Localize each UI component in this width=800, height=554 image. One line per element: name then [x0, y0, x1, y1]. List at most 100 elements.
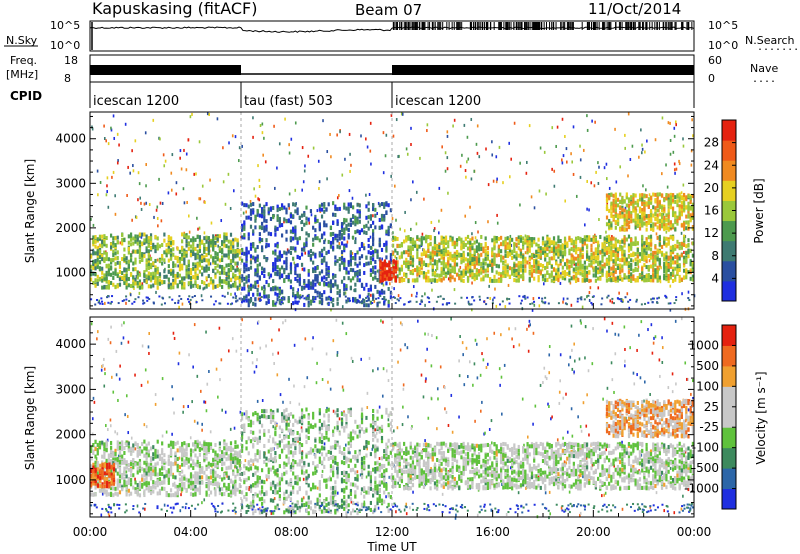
heatmap-cell — [574, 262, 578, 267]
heatmap-cell — [690, 163, 693, 167]
heatmap-cell — [493, 245, 496, 250]
heatmap-cell — [621, 200, 624, 205]
heatmap-cell — [347, 206, 350, 211]
heatmap-cell — [154, 234, 157, 239]
heatmap-cell — [334, 206, 337, 211]
heatmap-cell — [285, 207, 288, 212]
heatmap-cell — [309, 249, 313, 254]
heatmap-cell — [619, 247, 622, 252]
heatmap-cell — [453, 241, 456, 246]
heatmap-cell — [447, 270, 450, 275]
station-title: Kapuskasing (fitACF) — [92, 0, 257, 18]
heatmap-cell — [272, 262, 275, 267]
heatmap-cell — [323, 223, 326, 228]
heatmap-cell — [685, 244, 688, 249]
heatmap-cell — [630, 258, 633, 263]
heatmap-cell — [599, 250, 602, 255]
heatmap-cell — [312, 225, 315, 230]
heatmap-cell — [109, 260, 113, 265]
heatmap-cell — [260, 271, 264, 276]
heatmap-cell — [138, 279, 142, 284]
heatmap-cell — [214, 266, 217, 271]
heatmap-cell — [153, 215, 155, 219]
heatmap-cell — [627, 234, 631, 239]
heatmap-cell — [276, 272, 279, 277]
heatmap-cell — [473, 257, 476, 262]
heatmap-cell — [444, 252, 448, 257]
heatmap-cell — [288, 192, 291, 196]
heatmap-cell — [394, 278, 398, 283]
heatmap-cell — [345, 218, 348, 223]
heatmap-cell — [425, 278, 428, 283]
heatmap-cell — [172, 240, 175, 245]
heatmap-cell — [247, 278, 250, 283]
heatmap-cell — [488, 259, 492, 264]
heatmap-cell — [623, 236, 626, 241]
heatmap-cell — [227, 239, 230, 244]
heatmap-cell — [608, 265, 611, 270]
heatmap-cell — [614, 247, 617, 252]
heatmap-cell — [572, 244, 575, 249]
heatmap-cell — [314, 277, 317, 282]
heatmap-cell — [129, 232, 133, 237]
heatmap-cell — [340, 250, 344, 255]
heatmap-cell — [298, 277, 301, 282]
heatmap-cell — [623, 217, 626, 222]
heatmap-cell — [441, 145, 443, 149]
heatmap-cell — [203, 281, 206, 286]
heatmap-cell — [506, 272, 509, 277]
heatmap-cell — [411, 271, 415, 276]
heatmap-cell — [674, 120, 677, 124]
heatmap-cell — [152, 271, 155, 276]
heatmap-cell — [172, 247, 175, 252]
heatmap-cell — [221, 248, 224, 253]
heatmap-cell — [641, 147, 644, 151]
heatmap-cell — [352, 298, 355, 303]
heatmap-cell — [605, 162, 608, 166]
heatmap-cell — [360, 283, 364, 288]
heatmap-cell — [288, 143, 290, 147]
heatmap-cell — [616, 263, 620, 268]
heatmap-cell — [658, 261, 661, 266]
heatmap-cell — [305, 296, 308, 301]
heatmap-cell — [189, 249, 193, 254]
heatmap-cell — [531, 308, 534, 312]
heatmap-cell — [156, 236, 159, 241]
heatmap-cell — [356, 216, 359, 221]
heatmap-cell — [627, 264, 631, 269]
heatmap-cell — [641, 151, 643, 155]
heatmap-cell — [169, 236, 173, 241]
heatmap-cell — [338, 256, 341, 261]
freq-left-tick-top: 18 — [64, 54, 78, 67]
heatmap-cell — [195, 284, 198, 288]
heatmap-cell — [212, 258, 215, 263]
heatmap-cell — [495, 253, 498, 258]
heatmap-cell — [667, 255, 670, 260]
heatmap-cell — [649, 278, 653, 283]
heatmap-cell — [372, 220, 375, 225]
heatmap-cell — [645, 251, 648, 256]
heatmap-cell — [241, 248, 244, 253]
heatmap-cell — [249, 254, 253, 259]
heatmap-cell — [96, 237, 99, 242]
heatmap-cell — [116, 250, 119, 255]
heatmap-cell — [471, 236, 474, 241]
heatmap-cell — [131, 149, 133, 153]
heatmap-cell — [502, 255, 505, 260]
heatmap-cell — [96, 279, 99, 284]
heatmap-cell — [289, 266, 293, 271]
heatmap-cell — [209, 254, 213, 259]
heatmap-cell — [245, 279, 248, 284]
heatmap-cell — [252, 210, 255, 215]
heatmap-cell — [192, 283, 195, 288]
heatmap-cell — [285, 259, 288, 264]
heatmap-cell — [172, 264, 175, 269]
heatmap-cell — [394, 265, 398, 270]
heatmap-cell — [477, 269, 481, 274]
heatmap-cell — [632, 274, 635, 279]
heatmap-cell — [599, 266, 602, 271]
heatmap-cell — [185, 233, 188, 238]
heatmap-cell — [229, 241, 233, 246]
heatmap-cell — [325, 251, 328, 256]
heatmap-cell — [236, 251, 239, 256]
